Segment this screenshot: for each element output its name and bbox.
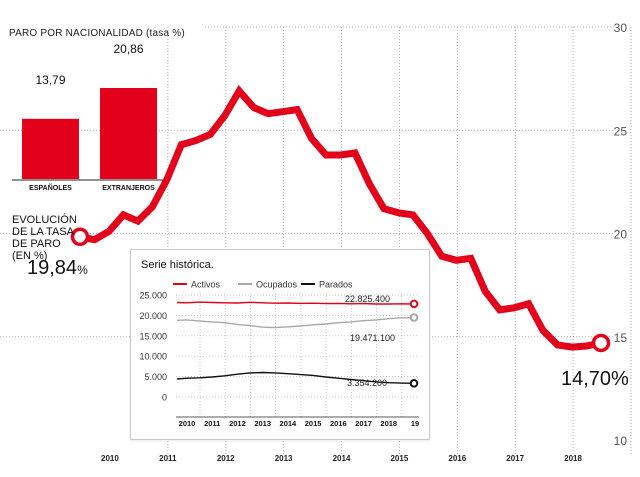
end-point-marker <box>591 333 611 353</box>
inset-y-tick-label: 10.000 <box>139 352 167 362</box>
inset-x-tick-label: 2018 <box>380 419 397 428</box>
inset-x-tick-label: 19 <box>411 419 419 428</box>
x-tick-label: 2010 <box>101 454 119 463</box>
inset-x-tick-label: 2010 <box>179 419 196 428</box>
inset-end-label: 22.825.400 <box>345 294 390 304</box>
x-tick-label: 2017 <box>506 454 524 463</box>
inset-end-marker <box>409 379 419 388</box>
x-axis-tick-labels: 2010 2011 2012 2013 2014 2015 2016 2017 2018 <box>101 454 582 463</box>
nationality-bars: 13,79 ESPAÑOLES 20,86 EXTRANJEROS <box>12 42 168 192</box>
inset-end-label: 19.471.100 <box>350 333 395 343</box>
historical-series-panel: 25.000 20.000 15.000 10.000 5.000 0 2010 2011 2… <box>130 249 430 440</box>
start-value-unit: % <box>77 263 88 277</box>
start-value-number: 19,84 <box>27 257 78 279</box>
inset-end-label: 3.354.200 <box>347 378 387 388</box>
inset-x-tick-label: 2013 <box>254 419 271 428</box>
inset-y-tick-label: 25.000 <box>139 291 167 301</box>
inset-x-tick-label: 2011 <box>204 419 220 428</box>
inset-x-tick-label: 2017 <box>355 419 372 428</box>
y-tick-label: 15 <box>614 331 628 345</box>
inset-end-marker <box>409 313 419 322</box>
x-tick-label: 2013 <box>275 454 293 463</box>
x-tick-label: 2018 <box>564 454 582 463</box>
nationality-chart-title: PARO POR NACIONALIDAD (tasa %) <box>9 28 185 39</box>
x-tick-label: 2011 <box>159 454 177 463</box>
y-tick-label: 30 <box>614 21 628 35</box>
inset-x-tick-label: 2012 <box>229 419 246 428</box>
x-tick-label: 2015 <box>390 454 408 463</box>
nationality-bar <box>22 118 79 179</box>
inset-x-tick-label: 2016 <box>330 419 347 428</box>
inset-legend: Activos Ocupados Parados <box>173 280 353 290</box>
inset-title: Serie histórica. <box>141 259 214 271</box>
x-tick-label: 2016 <box>448 454 466 463</box>
inset-y-tick-labels: 25.000 20.000 15.000 10.000 5.000 0 <box>139 291 167 403</box>
unemployment-rate-line <box>79 85 602 351</box>
start-value-label: 19,84% <box>27 257 88 280</box>
bar-value-label: 20,86 <box>113 42 143 56</box>
inset-end-marker <box>409 299 419 309</box>
bar-category-label: ESPAÑOLES <box>29 183 72 192</box>
inset-series-line <box>176 301 415 305</box>
rate-chart-title: EVOLUCIÓN DE LA TASA DE PARO (EN %) <box>12 214 77 262</box>
inset-y-tick-label: 5.000 <box>144 372 167 382</box>
y-tick-label: 25 <box>614 124 628 138</box>
legend-label: Ocupados <box>256 280 298 290</box>
y-tick-label: 10 <box>614 434 628 448</box>
inset-series-line <box>176 371 415 384</box>
inset-gridlines <box>176 293 419 418</box>
end-value-label: 14,70% <box>561 368 629 390</box>
y-tick-label: 20 <box>614 228 628 242</box>
nationality-bar <box>100 88 157 179</box>
legend-label: Parados <box>319 280 353 290</box>
x-tick-label: 2012 <box>217 454 235 463</box>
inset-series-line <box>176 316 415 329</box>
x-tick-label: 2014 <box>333 454 351 463</box>
legend-label: Activos <box>191 280 221 290</box>
inset-y-tick-label: 0 <box>162 393 167 403</box>
inset-series-lines <box>176 299 419 388</box>
inset-x-tick-label: 2015 <box>305 419 322 428</box>
inset-x-tick-labels: 2010 2011 2012 2013 2014 2015 2016 2017 2018 19 <box>179 419 420 428</box>
inset-y-tick-label: 20.000 <box>139 311 167 321</box>
inset-x-tick-label: 2014 <box>280 419 298 428</box>
inset-end-labels: 22.825.400 19.471.100 3.354.200 <box>345 294 395 388</box>
y-axis-tick-labels: 30 25 20 15 10 <box>614 21 628 448</box>
inset-y-tick-label: 15.000 <box>139 331 167 341</box>
start-point-marker <box>70 227 90 247</box>
bar-category-label: EXTRANJEROS <box>102 185 155 192</box>
rate-chart-title-text: EVOLUCIÓN DE LA TASA DE PARO (EN %) <box>12 214 77 262</box>
bar-value-label: 13,79 <box>35 73 65 87</box>
